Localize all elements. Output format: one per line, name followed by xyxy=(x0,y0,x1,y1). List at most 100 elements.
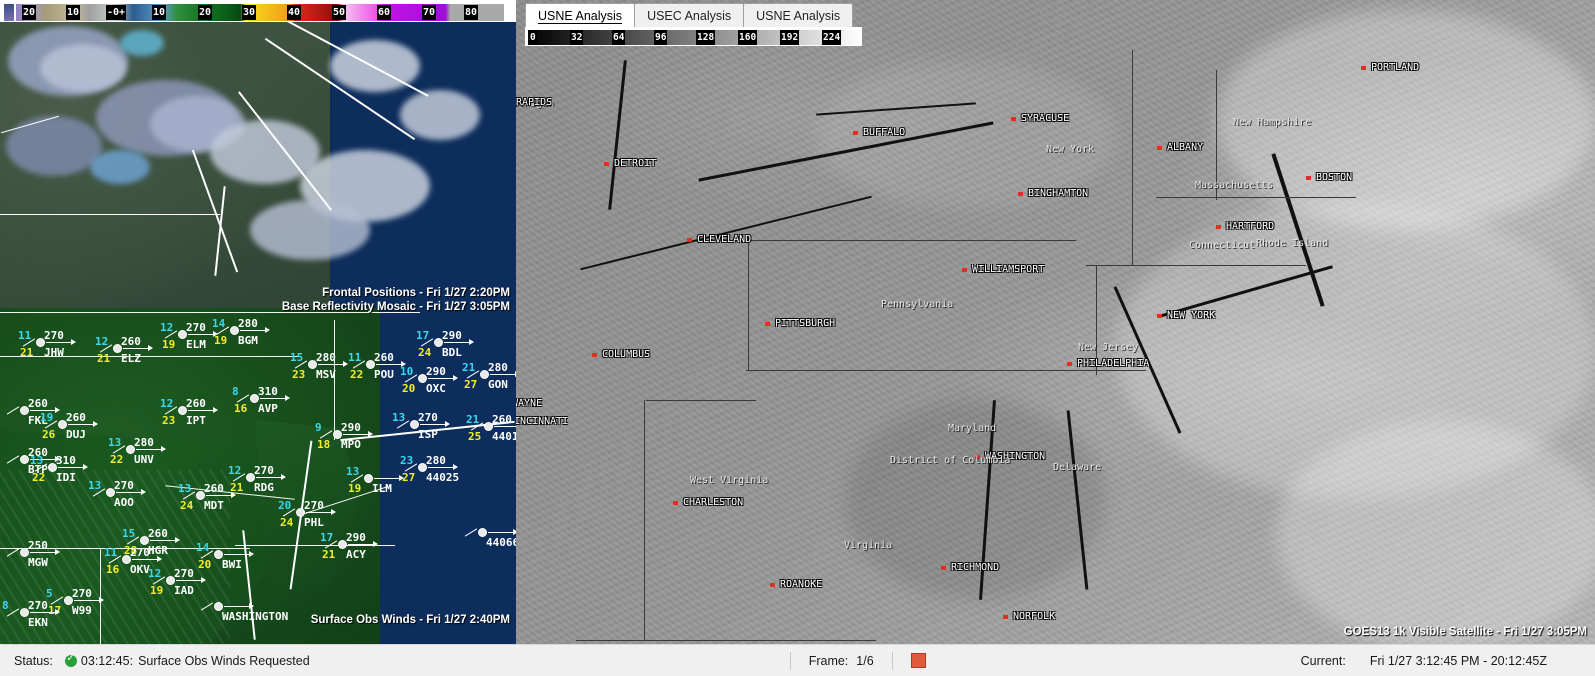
station-circle xyxy=(250,394,259,403)
state-border xyxy=(748,240,749,370)
wind-barb-arrowhead xyxy=(445,421,450,427)
wind-barb-shaft xyxy=(224,554,250,555)
station-circle xyxy=(333,430,342,439)
state-label: New Jersey xyxy=(1078,342,1139,353)
station-wind-direction: 270 xyxy=(186,321,206,334)
station-circle xyxy=(308,360,317,369)
wind-barb-arrowhead xyxy=(148,345,153,351)
tab-0[interactable]: USNE Analysis xyxy=(525,3,636,28)
city-marker-dot xyxy=(1157,146,1162,150)
station-wind-speed: 22 xyxy=(32,471,46,484)
wind-barb-shaft xyxy=(123,348,149,349)
greyscale-tick-label: 224 xyxy=(822,30,842,45)
station-circle xyxy=(484,422,493,431)
wind-barb-shaft xyxy=(46,342,72,343)
frame-value: 1/6 xyxy=(856,653,874,668)
city-marker-dot xyxy=(975,455,980,459)
analysis-tabstrip[interactable]: USNE Analysis USEC Analysis USNE Analysis … xyxy=(525,0,862,46)
station-identifier: 4401 xyxy=(492,430,516,443)
current-time-group: Current: Fri 1/27 3:12:45 PM - 20:12:45Z xyxy=(1301,654,1595,668)
reflectivity-echo xyxy=(90,150,150,184)
station-temperature: 12 xyxy=(160,397,174,410)
state-border xyxy=(1086,265,1306,266)
city-label: DETROIT xyxy=(614,158,657,169)
caption-frontal-positions: Frontal Positions - Fri 1/27 2:20PM xyxy=(322,287,510,299)
station-wind-direction: 270 xyxy=(418,411,438,424)
wind-barb-arrowhead xyxy=(71,339,76,345)
partial-label: RAPIDS xyxy=(516,97,553,108)
station-identifier: W99 xyxy=(72,604,92,617)
city-label: ALBANY xyxy=(1167,142,1204,153)
city-label: PITTSBURGH xyxy=(775,318,836,329)
city-marker-dot xyxy=(770,583,775,587)
station-circle xyxy=(418,463,427,472)
station-identifier: OKV xyxy=(130,563,150,576)
current-value: Fri 1/27 3:12:45 PM - 20:12:45Z xyxy=(1369,653,1547,668)
city-marker-dot xyxy=(592,353,597,357)
wind-barb-shaft xyxy=(444,342,470,343)
station-wind-speed: 19 xyxy=(162,338,176,351)
wind-barb-arrowhead xyxy=(55,456,60,462)
station-temperature: 13 xyxy=(178,482,192,495)
station-wind-direction: 260 xyxy=(28,397,48,410)
greyscale-tick-label: 160 xyxy=(738,30,758,45)
city-label: COLUMBUS xyxy=(602,349,651,360)
station-temperature: 12 xyxy=(160,321,174,334)
wind-barb-shaft xyxy=(490,374,516,375)
radar-surface-obs-panel[interactable]: 11 270 21 JHW 12 260 21 ELZ 12 270 19 ELM 14 280 19 BGM… xyxy=(0,0,516,644)
station-identifier: IDI xyxy=(56,471,76,484)
state-label: West Virginia xyxy=(690,475,769,486)
city-label: SYRACUSE xyxy=(1021,113,1070,124)
station-wind-speed: 21 xyxy=(322,548,336,561)
stop-square-icon[interactable] xyxy=(910,653,926,668)
station-wind-speed: 22 xyxy=(350,368,364,381)
station-wind-speed: 26 xyxy=(42,428,56,441)
reflectivity-colorbar: 20 10 -0+ 10 20 30 40 50 60 70 80 xyxy=(0,0,516,22)
station-wind-speed: 24 xyxy=(280,516,294,529)
state-border xyxy=(1096,265,1097,375)
colorbar-tick-label: 10 xyxy=(66,5,81,20)
station-circle xyxy=(20,608,29,617)
station-wind-speed: 19 xyxy=(214,334,228,347)
state-label: Massachusetts xyxy=(1195,180,1274,191)
colorbar-tick-label: 20 xyxy=(198,5,213,20)
state-border xyxy=(334,320,335,440)
satellite-panel[interactable]: PORTLAND SYRACUSE BUFFALO DETROIT ALBANY BOST… xyxy=(516,0,1595,644)
wind-barb-shaft xyxy=(176,580,202,581)
wind-barb-arrowhead xyxy=(399,475,404,481)
station-circle xyxy=(20,455,29,464)
station-wind-direction: 260 xyxy=(492,413,512,426)
state-border xyxy=(1216,70,1217,200)
greyscale-tick-label: 64 xyxy=(612,30,626,45)
station-temperature: 12 xyxy=(228,464,242,477)
wind-barb-arrowhead xyxy=(55,609,60,615)
state-label: New York xyxy=(1046,144,1095,155)
caption-base-reflectivity: Base Reflectivity Mosaic - Fri 1/27 3:05… xyxy=(281,301,510,313)
city-marker-dot xyxy=(1003,615,1008,619)
station-identifier: ILM xyxy=(372,482,392,495)
station-temperature: 17 xyxy=(416,329,430,342)
station-wind-direction: 280 xyxy=(238,317,258,330)
station-wind-direction: 270 xyxy=(44,329,64,342)
city-marker-dot xyxy=(765,322,770,326)
state-label: District of Columbia xyxy=(890,455,1011,466)
station-wind-speed: 21 xyxy=(97,352,111,365)
station-identifier: WASHINGTON xyxy=(222,610,289,623)
wind-barb-shaft xyxy=(206,495,232,496)
reflectivity-echo xyxy=(120,30,164,56)
station-identifier: PHL xyxy=(304,516,324,529)
city-label: BUFFALO xyxy=(863,127,906,138)
station-wind-direction: 270 xyxy=(130,546,150,559)
city-label: PHILADELPHIA xyxy=(1077,358,1150,369)
city-marker-dot xyxy=(1216,225,1221,229)
wind-barb-shaft xyxy=(132,559,158,560)
reflectivity-echo xyxy=(40,44,126,92)
station-wind-speed: 18 xyxy=(317,438,331,451)
tab-row[interactable]: USNE Analysis USEC Analysis USNE Analysis xyxy=(525,3,854,28)
station-circle xyxy=(64,596,73,605)
station-identifier: UNV xyxy=(134,453,154,466)
station-temperature: 8 xyxy=(232,385,239,398)
station-wind-direction: 280 xyxy=(488,361,508,374)
tab-1[interactable]: USEC Analysis xyxy=(634,3,745,28)
tab-2[interactable]: USNE Analysis xyxy=(743,3,854,28)
